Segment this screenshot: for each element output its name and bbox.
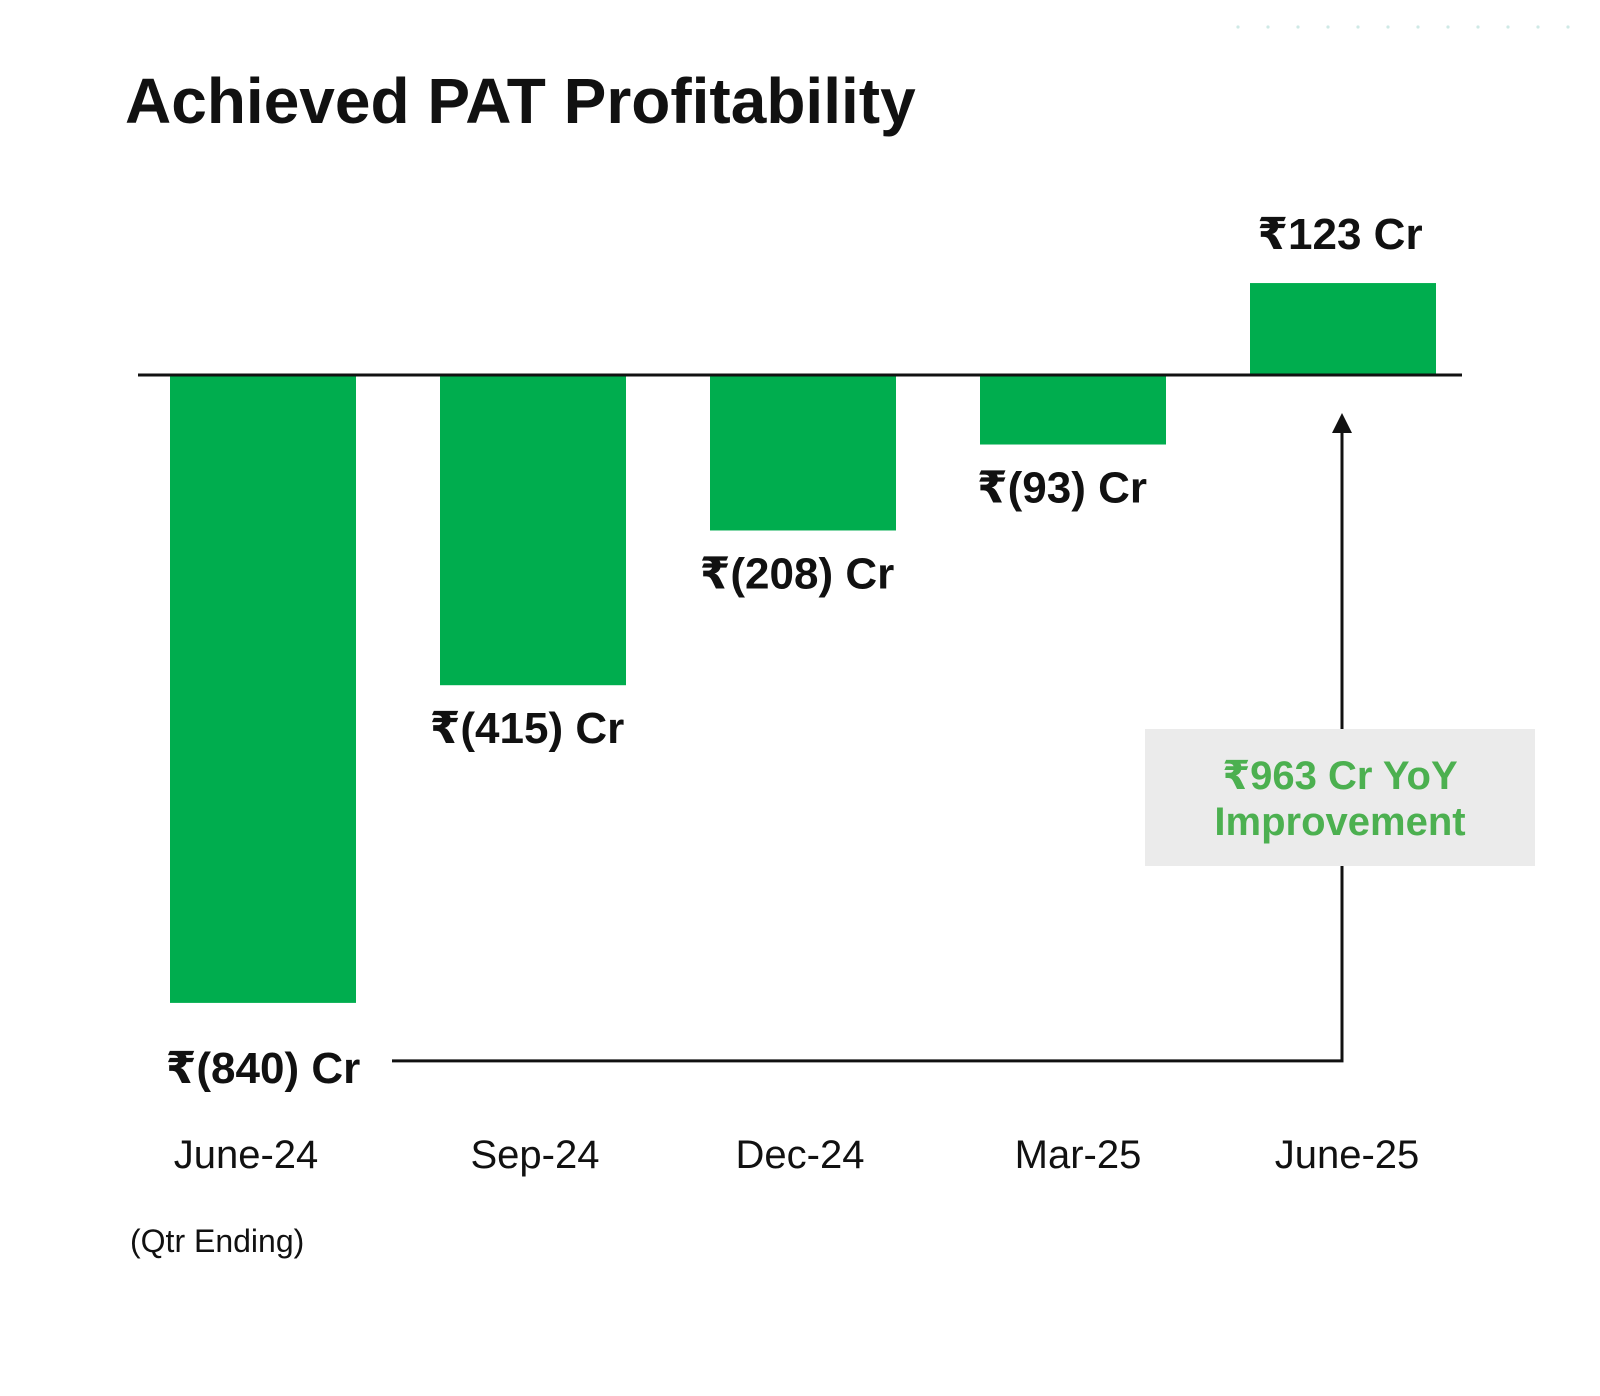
decorative-dot: [1476, 25, 1480, 29]
value-labels-group: ₹(840) Cr ₹(415) Cr ₹(208) Cr ₹(93) Cr ₹123 …: [166, 210, 1423, 1093]
callout-box: [1145, 729, 1535, 866]
category-label-sep-24: Sep-24: [471, 1133, 600, 1177]
decorative-dots: [1236, 25, 1570, 29]
bars-group: [170, 283, 1436, 1003]
value-label-june-25: ₹123 Cr: [1257, 210, 1422, 259]
connector-line: [392, 419, 1344, 1063]
value-label-mar-25: ₹(93) Cr: [977, 464, 1147, 513]
decorative-dot: [1506, 25, 1510, 29]
bar-sep-24: [440, 375, 626, 686]
callout-line-1: ₹963 Cr YoY: [1222, 754, 1458, 798]
decorative-dot: [1356, 25, 1360, 29]
decorative-dot: [1386, 25, 1390, 29]
x-axis-note: (Qtr Ending): [130, 1223, 304, 1259]
decorative-dot: [1566, 25, 1570, 29]
bar-dec-24: [710, 375, 896, 531]
improvement-connector: [392, 413, 1352, 1063]
bar-june-24: [170, 375, 356, 1003]
decorative-dot: [1326, 25, 1330, 29]
value-label-june-24: ₹(840) Cr: [166, 1044, 360, 1093]
decorative-dot: [1266, 25, 1270, 29]
chart-title: Achieved PAT Profitability: [125, 65, 916, 137]
category-label-dec-24: Dec-24: [736, 1133, 865, 1177]
category-label-june-25: June-25: [1275, 1133, 1420, 1177]
category-labels-group: June-24 Sep-24 Dec-24 Mar-25 June-25: [174, 1133, 1420, 1177]
value-label-dec-24: ₹(208) Cr: [700, 549, 894, 598]
decorative-dot: [1296, 25, 1300, 29]
decorative-dot: [1416, 25, 1420, 29]
category-label-june-24: June-24: [174, 1133, 319, 1177]
bar-june-25: [1250, 283, 1436, 375]
decorative-dot: [1236, 25, 1240, 29]
callout-line-2: Improvement: [1214, 800, 1465, 844]
decorative-dot: [1446, 25, 1450, 29]
arrow-head-icon: [1332, 413, 1352, 433]
bar-mar-25: [980, 375, 1166, 445]
decorative-dot: [1536, 25, 1540, 29]
category-label-mar-25: Mar-25: [1015, 1133, 1142, 1177]
value-label-sep-24: ₹(415) Cr: [430, 704, 624, 753]
